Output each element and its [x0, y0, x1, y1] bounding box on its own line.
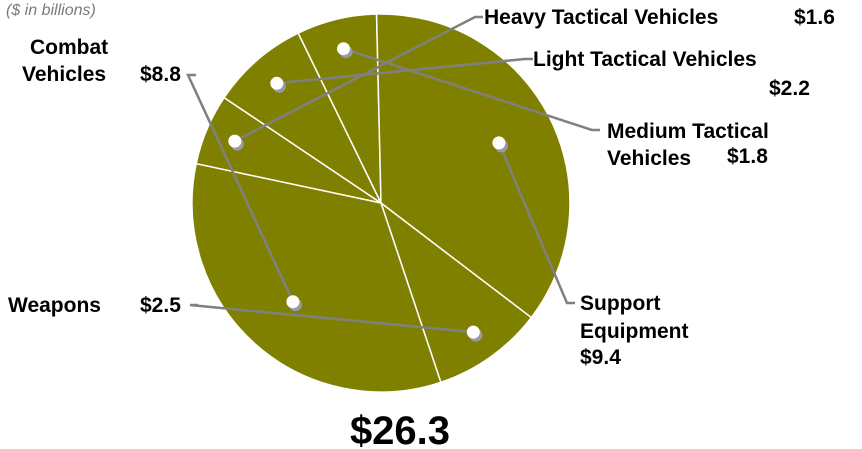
- label-medium-line-1: Medium Tactical: [607, 120, 769, 143]
- marker-combat-vehicles: [286, 295, 300, 309]
- marker-heavy-tactical-vehicles: [228, 134, 242, 148]
- label-light-tactical-vehicles: Light Tactical Vehicles: [533, 48, 757, 71]
- marker-light-tactical-vehicles: [270, 76, 284, 90]
- unit-note: ($ in billions): [6, 2, 96, 19]
- label-medium-line-2: Vehicles: [607, 147, 691, 170]
- value-heavy-tactical-vehicles: $1.6: [794, 6, 835, 29]
- leader-line-support-equipment: [497, 142, 575, 305]
- slice-light-tactical-vehicles: [223, 32, 382, 204]
- value-weapons: $2.5: [140, 294, 181, 317]
- label-combat-line-1: Combat: [30, 36, 108, 59]
- marker-weapons: [466, 325, 480, 339]
- label-medium-tactical-vehicles: Medium Tactical Vehicles: [607, 120, 775, 170]
- label-weapons: Weapons: [8, 294, 101, 317]
- label-combat-line-2: Vehicles: [22, 63, 106, 86]
- value-combat-vehicles: $8.8: [140, 63, 181, 86]
- marker-support-equipment: [492, 136, 506, 150]
- leader-line-heavy-tactical-vehicles: [234, 15, 483, 143]
- leader-line-light-tactical-vehicles: [276, 57, 533, 85]
- label-support-line-1: Support: [580, 292, 660, 315]
- slice-weapons: [380, 202, 533, 384]
- value-light-tactical-vehicles: $2.2: [769, 77, 810, 100]
- value-support-equipment: $9.4: [580, 346, 621, 369]
- label-support-line-2: Equipment: [580, 320, 689, 343]
- label-combat-vehicles: Combat Vehicles: [22, 36, 114, 86]
- leader-line-weapons: [189, 303, 474, 334]
- label-support-equipment: Support Equipment: [580, 292, 689, 343]
- leader-line-combat-vehicles: [186, 73, 295, 303]
- value-medium-tactical-vehicles: $1.8: [727, 145, 768, 168]
- marker-medium-tactical-vehicles: [337, 42, 350, 56]
- total-value: $26.3: [350, 409, 450, 449]
- pie-slices: [191, 13, 571, 393]
- pie-callouts: [186, 15, 600, 342]
- label-heavy-tactical-vehicles: Heavy Tactical Vehicles: [484, 6, 718, 29]
- leader-line-medium-tactical-vehicles: [343, 47, 600, 132]
